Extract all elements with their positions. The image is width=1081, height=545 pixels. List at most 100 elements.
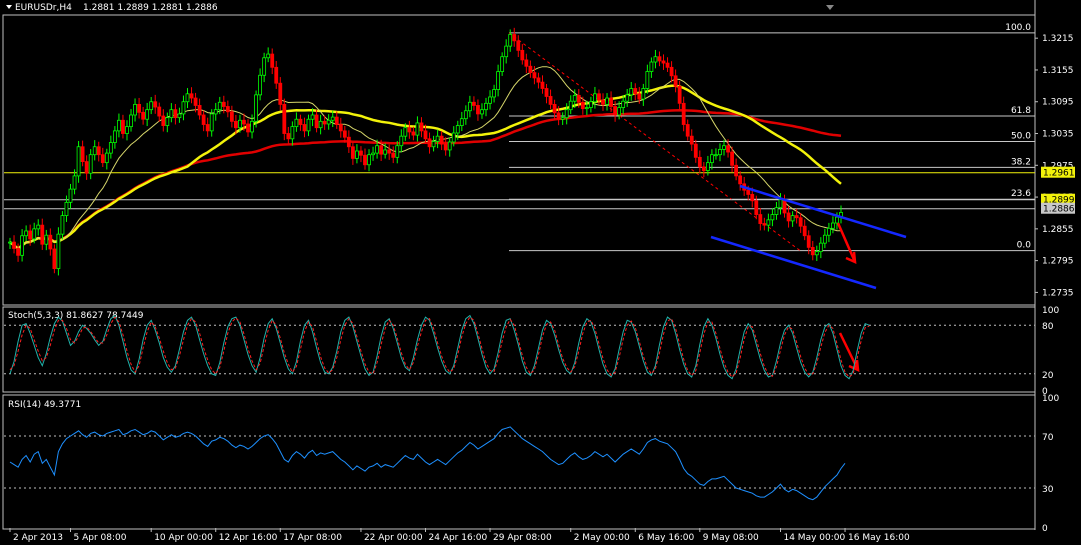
candle-body xyxy=(718,149,722,156)
candle-body xyxy=(798,217,803,227)
candle-body xyxy=(161,115,166,126)
stoch-tick-label: 0 xyxy=(1042,387,1048,397)
candle-body xyxy=(100,154,105,164)
candle-body xyxy=(576,94,581,103)
down-arrow-price-icon xyxy=(836,222,857,265)
ohlc-label: 1.2881 1.2889 1.2881 1.2886 xyxy=(83,3,218,13)
candle-body xyxy=(443,143,448,151)
candle-body xyxy=(613,106,617,116)
candle-body xyxy=(407,127,412,133)
candle-body xyxy=(302,124,307,132)
candle-body xyxy=(689,135,694,145)
candle-body xyxy=(157,106,162,117)
candle-body xyxy=(516,40,521,51)
candle-body xyxy=(661,60,666,64)
down-arrow-stoch-icon-shaft xyxy=(838,332,860,371)
price-tick-label: 1.3035 xyxy=(1042,130,1074,140)
candle-body xyxy=(278,82,283,105)
candle-body xyxy=(605,97,609,105)
candle-body xyxy=(762,223,767,226)
candle-body xyxy=(766,219,771,226)
candle-body xyxy=(72,175,77,190)
candle-body xyxy=(758,214,763,224)
candle-body xyxy=(669,66,674,77)
candle-body xyxy=(738,175,743,185)
candle-body xyxy=(625,94,630,102)
candle-body xyxy=(298,118,303,125)
candle-body xyxy=(84,161,89,174)
time-tick-label: 17 Apr 08:00 xyxy=(283,533,342,543)
candle-body xyxy=(496,71,501,90)
rsi-title: RSI(14) 49.3771 xyxy=(8,400,81,410)
candle-body xyxy=(149,101,154,111)
candle-body xyxy=(609,97,613,107)
fib-level-label: 61.8 xyxy=(1011,106,1031,116)
stoch-tick-label: 80 xyxy=(1042,322,1054,332)
down-arrow-stoch-icon-head xyxy=(848,359,860,373)
candle-body xyxy=(794,215,799,219)
candle-body xyxy=(778,199,783,209)
candle-body xyxy=(238,119,242,129)
candle-body xyxy=(818,242,823,253)
candle-body xyxy=(657,56,662,62)
candle-body xyxy=(32,228,37,240)
candle-body xyxy=(177,113,182,119)
candle-body xyxy=(492,89,496,98)
price-tick-label: 1.2855 xyxy=(1042,225,1074,235)
candle-body xyxy=(697,156,702,168)
candle-body xyxy=(173,109,178,119)
candle-body xyxy=(250,120,254,133)
candle-body xyxy=(225,106,230,113)
candle-body xyxy=(714,154,718,157)
candle-body xyxy=(633,88,638,95)
candle-body xyxy=(645,71,650,89)
candle-body xyxy=(484,102,488,111)
candle-body xyxy=(274,66,279,84)
candle-body xyxy=(822,234,827,244)
price-tag-label: 1.2899 xyxy=(1043,196,1075,206)
candle-body xyxy=(28,230,33,240)
candle-body xyxy=(629,88,634,96)
candle-body xyxy=(80,146,85,162)
candle-body xyxy=(209,113,214,132)
candle-body xyxy=(52,248,57,269)
time-tick-label: 2 May 00:00 xyxy=(574,533,630,543)
candle-body xyxy=(459,118,464,126)
candle-body xyxy=(310,114,315,120)
price-tag-label: 1.2886 xyxy=(1043,205,1075,215)
candle-body xyxy=(593,93,597,103)
candle-body xyxy=(234,120,238,129)
candle-body xyxy=(782,199,787,214)
candle-body xyxy=(350,146,355,159)
candle-body xyxy=(524,59,529,67)
candle-body xyxy=(363,154,367,166)
time-tick-label: 29 Apr 08:00 xyxy=(493,533,552,543)
chart-menu-icon[interactable] xyxy=(826,5,834,10)
fib-level-label: 0.0 xyxy=(1017,241,1032,251)
candle-body xyxy=(774,207,779,215)
candle-body xyxy=(137,103,141,113)
rsi-pane-frame xyxy=(2,394,1036,530)
candle-body xyxy=(556,112,561,120)
collapse-triangle-icon[interactable] xyxy=(6,5,12,9)
candle-body xyxy=(371,152,375,156)
price-tick-label: 1.3155 xyxy=(1042,66,1074,76)
candle-body xyxy=(649,61,654,72)
candle-body xyxy=(653,56,658,63)
candle-body xyxy=(637,93,642,100)
candle-body xyxy=(104,152,109,164)
candle-body xyxy=(286,133,291,140)
time-tick-label: 9 May 08:00 xyxy=(703,533,759,543)
time-tick-label: 12 Apr 16:00 xyxy=(219,533,278,543)
candle-body xyxy=(221,101,226,107)
candle-body xyxy=(217,101,222,111)
rsi-tick-label: 0 xyxy=(1042,524,1048,534)
candle-body xyxy=(552,103,557,114)
candle-body xyxy=(375,145,379,154)
candle-body xyxy=(814,251,819,256)
time-tick-label: 6 May 16:00 xyxy=(638,533,694,543)
price-tick-label: 1.2735 xyxy=(1042,288,1074,298)
candle-body xyxy=(16,248,20,256)
candle-body xyxy=(399,135,404,147)
